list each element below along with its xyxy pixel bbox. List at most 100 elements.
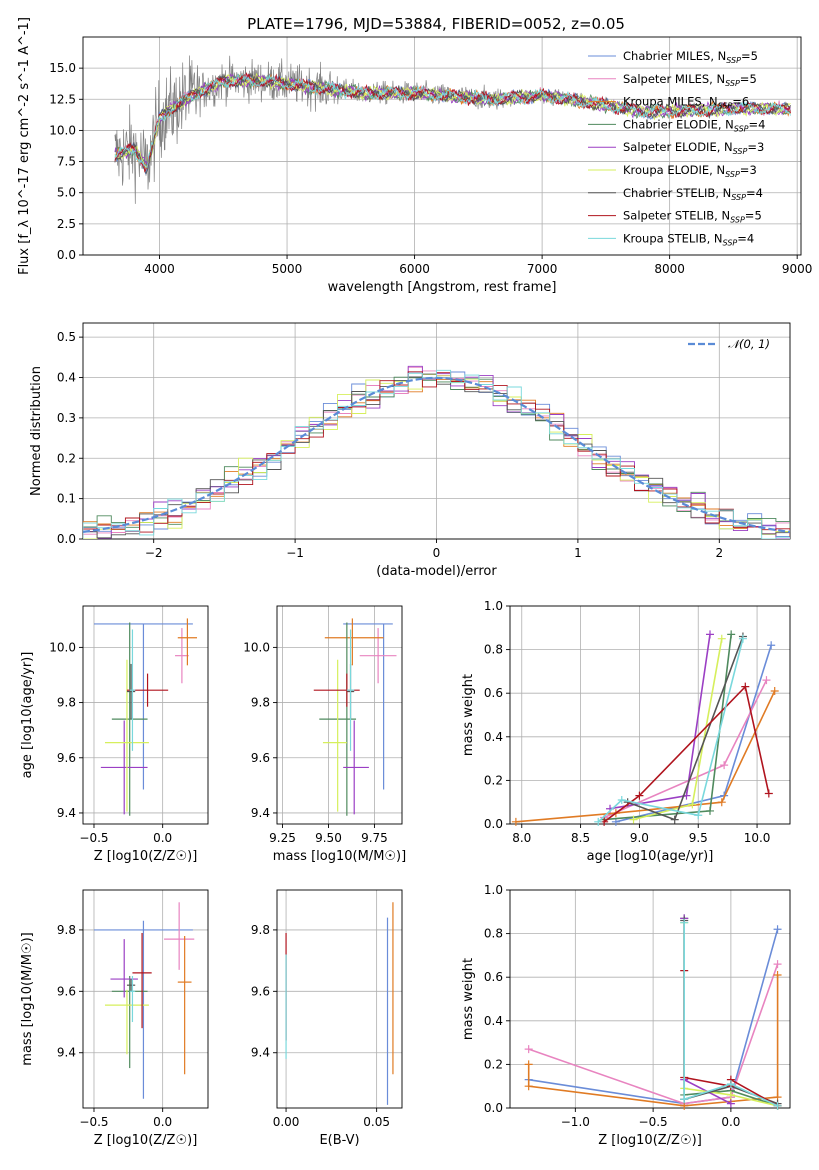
residuals-y-axis-label: Normed distribution	[29, 366, 44, 496]
legend-nssp-subscript-0: SSP	[726, 56, 741, 65]
legend-nssp-eq-3: =	[749, 117, 759, 131]
legend-series-name-3: Chabrier ELODIE	[623, 117, 718, 131]
legend-nssp-subscript-4: SSP	[733, 147, 748, 156]
spectrum-model-line-5	[114, 72, 791, 170]
weight_vs_age-marker-3-2	[727, 630, 736, 639]
y-tick-label: 9.8	[57, 923, 76, 937]
legend-nssp-prefix-3: , N	[718, 117, 734, 131]
y-tick-label: 10.0	[49, 640, 76, 654]
legend-series-name-7: Salpeter STELIB	[623, 209, 714, 223]
weight_vs_age-series-line-2	[515, 690, 776, 823]
x-tick-label: 1	[574, 546, 582, 560]
errorbar-point-1	[359, 628, 397, 684]
legend-label-1: Salpeter MILES, NSSP=5	[623, 72, 757, 88]
legend-nssp-value-1: 5	[749, 72, 756, 86]
legend-series-name-4: Salpeter ELODIE	[623, 140, 717, 154]
legend-nssp-value-3: 4	[758, 117, 765, 131]
y-tick-label: 12.5	[49, 92, 76, 106]
legend-label-normal: 𝒩(0, 1)	[728, 337, 770, 351]
y-tick-label: 0.4	[57, 371, 76, 385]
y-tick-label: 2.5	[57, 217, 76, 231]
legend-nssp-prefix-5: , N	[709, 163, 725, 177]
y-tick-label: 9.4	[251, 806, 270, 820]
errorbar-point-8	[346, 629, 355, 751]
errorbar-point-1	[164, 902, 195, 970]
x-tick-label: 0.0	[153, 831, 172, 845]
y-tick-label: 10.0	[49, 123, 76, 137]
legend-nssp-value-7: 5	[754, 209, 761, 223]
y-tick-label: 9.6	[251, 751, 270, 765]
weight_vs_age-marker-2-3	[770, 687, 779, 696]
x-tick-label: −0.5	[639, 1115, 668, 1129]
legend-nssp-eq-6: =	[746, 186, 756, 200]
weight_vs_Z-marker-8-2	[726, 1080, 735, 1089]
weight_vs_age-marker-7-3	[764, 789, 773, 798]
weight_vs_Z-marker-0-3	[773, 925, 782, 934]
normal-reference-curve	[82, 376, 791, 533]
spectrum-x-axis-label: wavelength [Angstrom, rest frame]	[328, 280, 557, 295]
y-tick-label: 7.5	[57, 155, 76, 169]
legend-nssp-subscript-8: SSP	[723, 238, 738, 247]
legend-nssp-value-6: 4	[756, 186, 763, 200]
x-tick-label: 9.50	[315, 831, 342, 845]
weight_vs_Z-marker-8-1	[680, 1095, 689, 1104]
legend-series-name-2: Kroupa MILES	[623, 95, 702, 109]
legend-nssp-subscript-2: SSP	[718, 102, 733, 111]
legend-nssp-eq-1: =	[740, 72, 750, 86]
weight_vs_age-frame	[509, 605, 791, 825]
x-tick-label: 9.25	[269, 831, 296, 845]
weight_vs_age-marker-4-2	[706, 630, 714, 639]
y-tick-label: 9.6	[57, 751, 76, 765]
y-tick-label: 1.0	[484, 599, 503, 613]
x-tick-label: 0.00	[273, 1115, 300, 1129]
weight_vs_Z-frame	[509, 889, 791, 1109]
residuals-axes: −2 −1 0 1 2 0.0 0.1 0.2 0.3 0.4 0.5 (data-model)/er…	[29, 322, 791, 579]
y-tick-label: 0.1	[57, 492, 76, 506]
x-tick-label: 8.5	[571, 831, 590, 845]
spectrum-data-line	[114, 55, 594, 204]
weight_vs_age-series-line-3	[604, 634, 732, 821]
legend-nssp-eq-2: =	[732, 95, 742, 109]
x-tick-label: 7000	[527, 262, 558, 276]
errorbar-point-0	[93, 623, 193, 790]
weight_vs_Z-marker-1-3	[773, 960, 782, 969]
legend-nssp-value-4: 3	[757, 140, 764, 154]
legend-series-name-6: Chabrier STELIB	[623, 186, 715, 200]
x-tick-label: 6000	[399, 262, 430, 276]
errorbar-point-4	[343, 720, 369, 815]
x-tick-label: 9000	[782, 262, 813, 276]
x-tick-label: 2	[715, 546, 723, 560]
y-tick-label: 0.2	[484, 773, 503, 787]
errorbar-point-7	[132, 932, 152, 1029]
x-tick-label: 10.0	[744, 831, 771, 845]
legend-nssp-subscript-7: SSP	[730, 216, 745, 225]
y-tick-label: 0.4	[484, 1014, 503, 1028]
x-tick-label: −0.5	[79, 831, 108, 845]
residual-histogram-8	[83, 369, 790, 539]
y-tick-label: 0.8	[484, 927, 503, 941]
y-tick-label: 0.4	[484, 730, 503, 744]
legend-series-name-0: Chabrier MILES	[623, 49, 710, 63]
weight_vs_age-series-line-8	[597, 638, 744, 823]
errorbar-point-4	[100, 720, 148, 815]
legend-nssp-subscript-6: SSP	[731, 193, 746, 202]
weight_vs_Z-x-axis-label: Z [log10(Z/Z☉)]	[598, 1133, 702, 1148]
weight_vs_age-marker-2-0	[511, 817, 520, 826]
spectrum-model-line-7	[114, 71, 791, 173]
mass_vs_Z-frame	[82, 889, 209, 1109]
errorbar-point-8	[129, 629, 136, 751]
legend-nssp-prefix-7: , N	[714, 209, 730, 223]
y-tick-label: 10.0	[243, 640, 270, 654]
spectrum-model-line-8	[114, 73, 791, 169]
weight_vs_age-marker-5-2	[717, 634, 726, 643]
legend-nssp-prefix-8: , N	[707, 231, 723, 245]
y-tick-label: 1.0	[484, 883, 503, 897]
legend-nssp-subscript-1: SSP	[725, 79, 740, 88]
legend-nssp-value-5: 3	[749, 163, 756, 177]
legend-nssp-prefix-1: , N	[709, 72, 725, 86]
spectrum-frame	[82, 36, 802, 256]
legend-label-5: Kroupa ELODIE, NSSP=3	[623, 163, 757, 179]
legend-nssp-prefix-2: , N	[702, 95, 718, 109]
legend-series-name-1: Salpeter MILES	[623, 72, 709, 86]
